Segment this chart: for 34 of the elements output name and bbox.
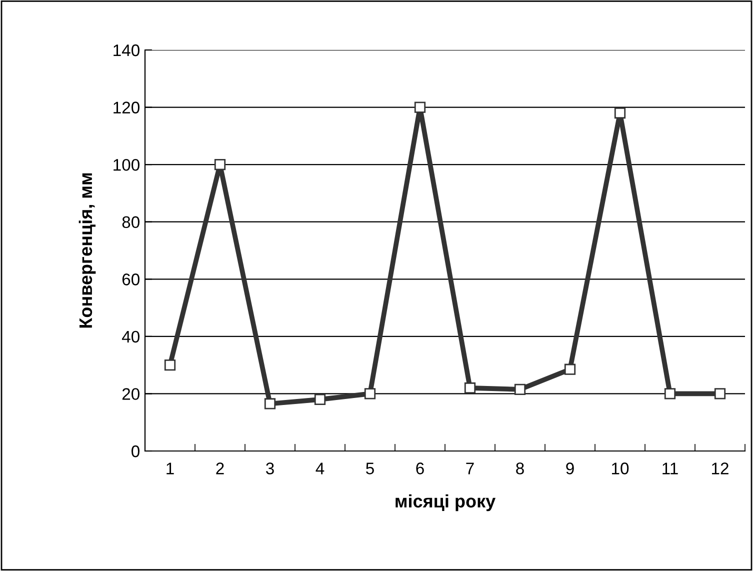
x-axis-title: місяці року <box>396 494 496 512</box>
x-tick-label: 3 <box>266 462 274 474</box>
x-tick-label: 9 <box>566 462 574 474</box>
point <box>614 107 626 119</box>
y-tick-label: 140 <box>114 44 140 56</box>
y-tick-label: 80 <box>122 216 140 228</box>
x-tick-label: 2 <box>216 462 224 474</box>
x-tick-label: 6 <box>416 462 424 474</box>
point <box>364 388 376 400</box>
y-tick-label: 40 <box>122 330 140 343</box>
x-tick-label: 10 <box>612 462 629 474</box>
x-tick-label: 12 <box>712 462 728 474</box>
x-tick-label: 4 <box>316 462 324 474</box>
y-tick-label: 20 <box>122 388 140 400</box>
point <box>164 360 176 371</box>
point <box>414 102 426 113</box>
point <box>464 382 476 394</box>
point <box>214 159 226 170</box>
y-tick-label: 100 <box>114 158 140 171</box>
point <box>264 398 276 410</box>
point <box>314 394 326 405</box>
y-tick-label: 120 <box>114 102 140 114</box>
y-tick-label: 60 <box>122 274 140 286</box>
point <box>664 388 676 400</box>
x-tick-label: 5 <box>366 462 374 474</box>
x-tick-label: 8 <box>516 462 524 474</box>
point <box>514 384 526 395</box>
x-tick-label: 1 <box>166 462 174 474</box>
x-tick-label: 7 <box>466 462 474 474</box>
y-axis-title: Конвергенція, мм <box>78 173 96 328</box>
y-tick-label: 0 <box>132 445 140 458</box>
point <box>714 388 726 400</box>
x-tick-label: 11 <box>662 462 678 474</box>
point <box>564 364 576 375</box>
